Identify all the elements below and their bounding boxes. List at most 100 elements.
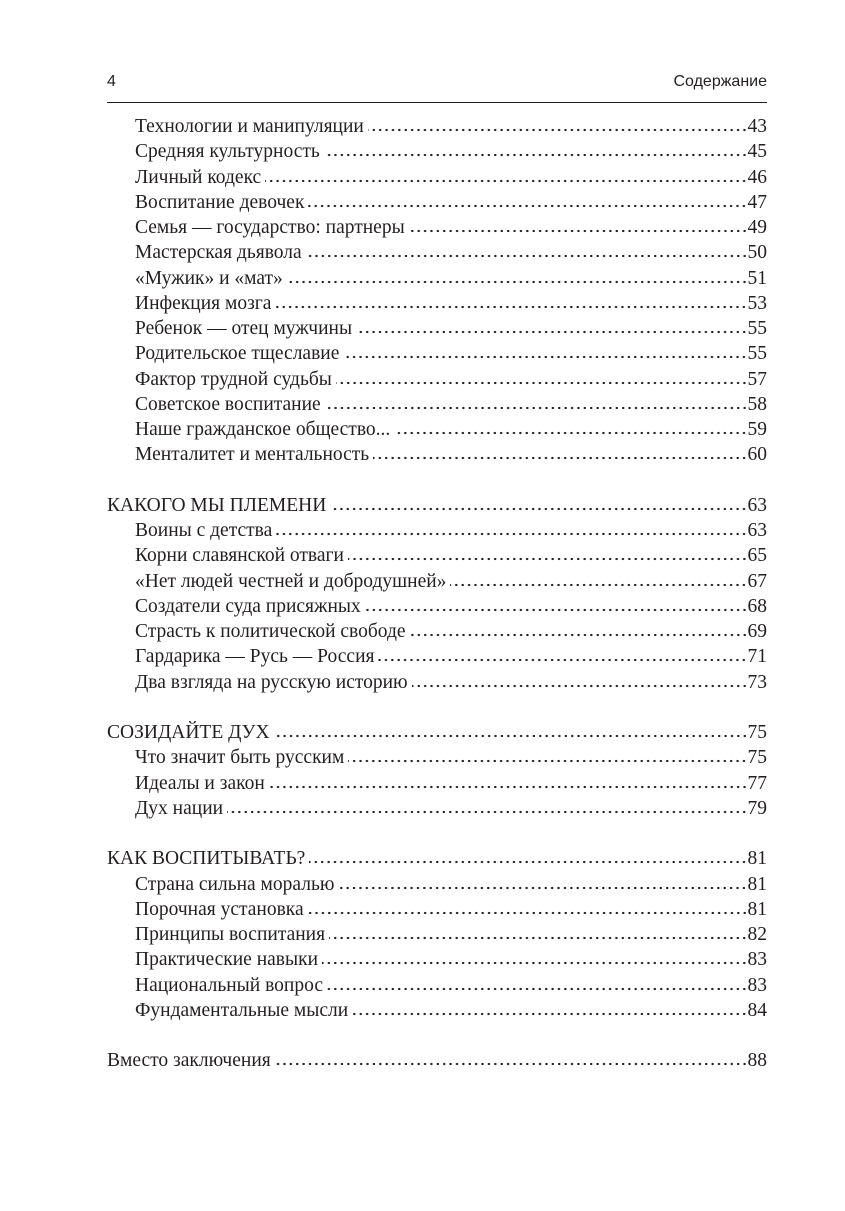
toc-entry-title: Гардарика — Русь — Россия — [135, 646, 375, 668]
toc-entry-page: 83 — [747, 974, 768, 996]
page-number: 4 — [107, 73, 116, 90]
toc-entry-title: Технологии и манипуляции — [135, 116, 364, 137]
toc-entry: Национальный вопрос 83 — [107, 973, 767, 998]
toc-entry: Два взгляда на русскую историю 73 — [107, 670, 767, 695]
toc-entry-title: Корни славянской отваги — [135, 545, 344, 567]
toc-entry-title: Инфекция мозга — [135, 292, 272, 314]
toc-entry: Ребенок — отец мужчины 55 — [107, 316, 767, 341]
toc-entry-title: Национальный вопрос — [135, 974, 323, 996]
dot-leader — [275, 304, 748, 309]
toc-entry-page: 65 — [747, 545, 768, 567]
toc-entry-page: 81 — [747, 898, 768, 920]
toc-entry-title: Принципы воспитания — [135, 924, 326, 945]
toc-entry-title: Практические навыки — [135, 949, 319, 971]
dot-leader — [308, 203, 748, 208]
toc-entry: Дух нации 79 — [107, 796, 767, 821]
toc-entry: Инфекция мозга 53 — [107, 291, 767, 316]
dot-leader — [394, 431, 748, 435]
toc-entry-page: 63 — [747, 494, 768, 516]
dot-leader — [322, 961, 748, 966]
toc-entry: Страсть к политической свободе 69 — [107, 619, 767, 644]
toc-entry-title: КАК ВОСПИТЫВАТЬ? — [107, 848, 306, 870]
toc-entry: Страна сильна моралью 81 — [107, 872, 767, 897]
toc-entry: Гардарика — Русь — Россия 71 — [107, 644, 767, 669]
toc-entry-page: 84 — [747, 999, 768, 1021]
toc-entry-title: Воспитание девочек — [135, 191, 305, 213]
toc-entry: Семья — государство: партнеры 49 — [107, 215, 767, 240]
toc-entry: Наше гражданское общество... 59 — [107, 417, 767, 442]
toc-entry-title: Идеалы и закон — [135, 772, 265, 794]
dot-leader — [409, 633, 748, 637]
toc-entry-page: 55 — [747, 343, 768, 365]
toc-entry: Фактор трудной судьбы 57 — [107, 367, 767, 392]
toc-entry-title: Ребенок — отец мужчины — [135, 318, 353, 339]
toc-entry-title: Дух нации — [135, 797, 224, 819]
running-section-title: Содержание — [673, 73, 767, 90]
table-of-contents: Технологии и манипуляции 43 Средняя культу… — [107, 114, 767, 1074]
toc-entry: Средняя культурность 45 — [107, 139, 767, 164]
toc-entry: «Мужик» и «мат» 51 — [107, 266, 767, 291]
dot-leader — [364, 607, 748, 612]
toc-entry-page: 63 — [747, 520, 768, 541]
toc-entry: Корни славянской отваги 65 — [107, 543, 767, 568]
toc-entry-page: 88 — [747, 1050, 768, 1072]
toc-entry-title: Советское воспитание — [135, 393, 321, 415]
toc-entry-page: 83 — [747, 949, 768, 971]
dot-leader — [276, 532, 748, 536]
toc-entry-title: Семья — государство: партнеры — [135, 217, 405, 238]
toc-entry-page: 77 — [747, 772, 768, 794]
toc-entry: Порочная установка 81 — [107, 897, 767, 922]
toc-entry-title: Менталитет и ментальность — [135, 444, 370, 466]
toc-chapter-entry: КАК ВОСПИТЫВАТЬ? 81 — [107, 846, 767, 871]
dot-leader — [286, 279, 748, 284]
toc-entry-page: 59 — [747, 419, 768, 440]
toc-entry: Идеалы и закон 77 — [107, 771, 767, 796]
toc-entry-title: Мастерская дьявола — [135, 242, 302, 264]
dot-leader — [373, 456, 748, 461]
dot-leader — [352, 1011, 748, 1016]
dot-leader — [356, 330, 748, 334]
toc-entry-page: 49 — [747, 217, 768, 238]
dot-leader — [378, 658, 748, 663]
toc-entry-page: 57 — [747, 368, 768, 390]
toc-entry: «Нет людей честней и добродушней» 67 — [107, 569, 767, 594]
toc-entry-page: 75 — [747, 747, 768, 769]
dot-leader — [323, 153, 748, 158]
toc-entry-page: 46 — [747, 166, 768, 188]
dot-leader — [268, 784, 748, 789]
dot-leader — [330, 506, 748, 511]
toc-entry-page: 79 — [747, 797, 768, 819]
dot-leader — [347, 557, 748, 562]
toc-entry-title: Фактор трудной судьбы — [135, 368, 332, 390]
dot-leader — [265, 178, 748, 183]
toc-entry-page: 45 — [747, 141, 768, 163]
toc-entry-page: 81 — [747, 848, 768, 870]
dot-leader — [408, 229, 748, 233]
toc-entry-page: 43 — [747, 116, 768, 137]
toc-entry-title: «Нет людей честней и добродушней» — [135, 570, 447, 592]
dot-leader — [367, 128, 748, 132]
toc-entry-page: 58 — [747, 393, 768, 415]
toc-entry: Технологии и манипуляции 43 — [107, 114, 767, 139]
dot-leader — [273, 734, 748, 738]
toc-entry: Принципы воспитания 82 — [107, 922, 767, 947]
toc-entry-page: 50 — [747, 242, 768, 264]
toc-entry: Советское воспитание 58 — [107, 392, 767, 417]
toc-entry-page: 81 — [747, 873, 768, 895]
toc-entry-title: Порочная установка — [135, 898, 304, 920]
toc-entry-title: Два взгляда на русскую историю — [135, 671, 408, 693]
toc-entry: Воспитание девочек 47 — [107, 190, 767, 215]
dot-leader — [327, 986, 748, 991]
dot-leader — [348, 759, 748, 764]
toc-entry: Родительское тщеславие 55 — [107, 341, 767, 366]
dot-leader — [329, 936, 748, 940]
dot-leader — [307, 910, 748, 915]
dot-leader — [305, 254, 748, 259]
dot-leader — [309, 860, 748, 865]
dot-leader — [338, 885, 748, 890]
toc-entry-title: Наше гражданское общество... — [135, 419, 391, 440]
toc-entry: Практические навыки 83 — [107, 947, 767, 972]
toc-entry-title: «Мужик» и «мат» — [135, 267, 283, 289]
toc-entry: Фундаментальные мысли 84 — [107, 998, 767, 1023]
toc-entry: Создатели суда присяжных 68 — [107, 594, 767, 619]
